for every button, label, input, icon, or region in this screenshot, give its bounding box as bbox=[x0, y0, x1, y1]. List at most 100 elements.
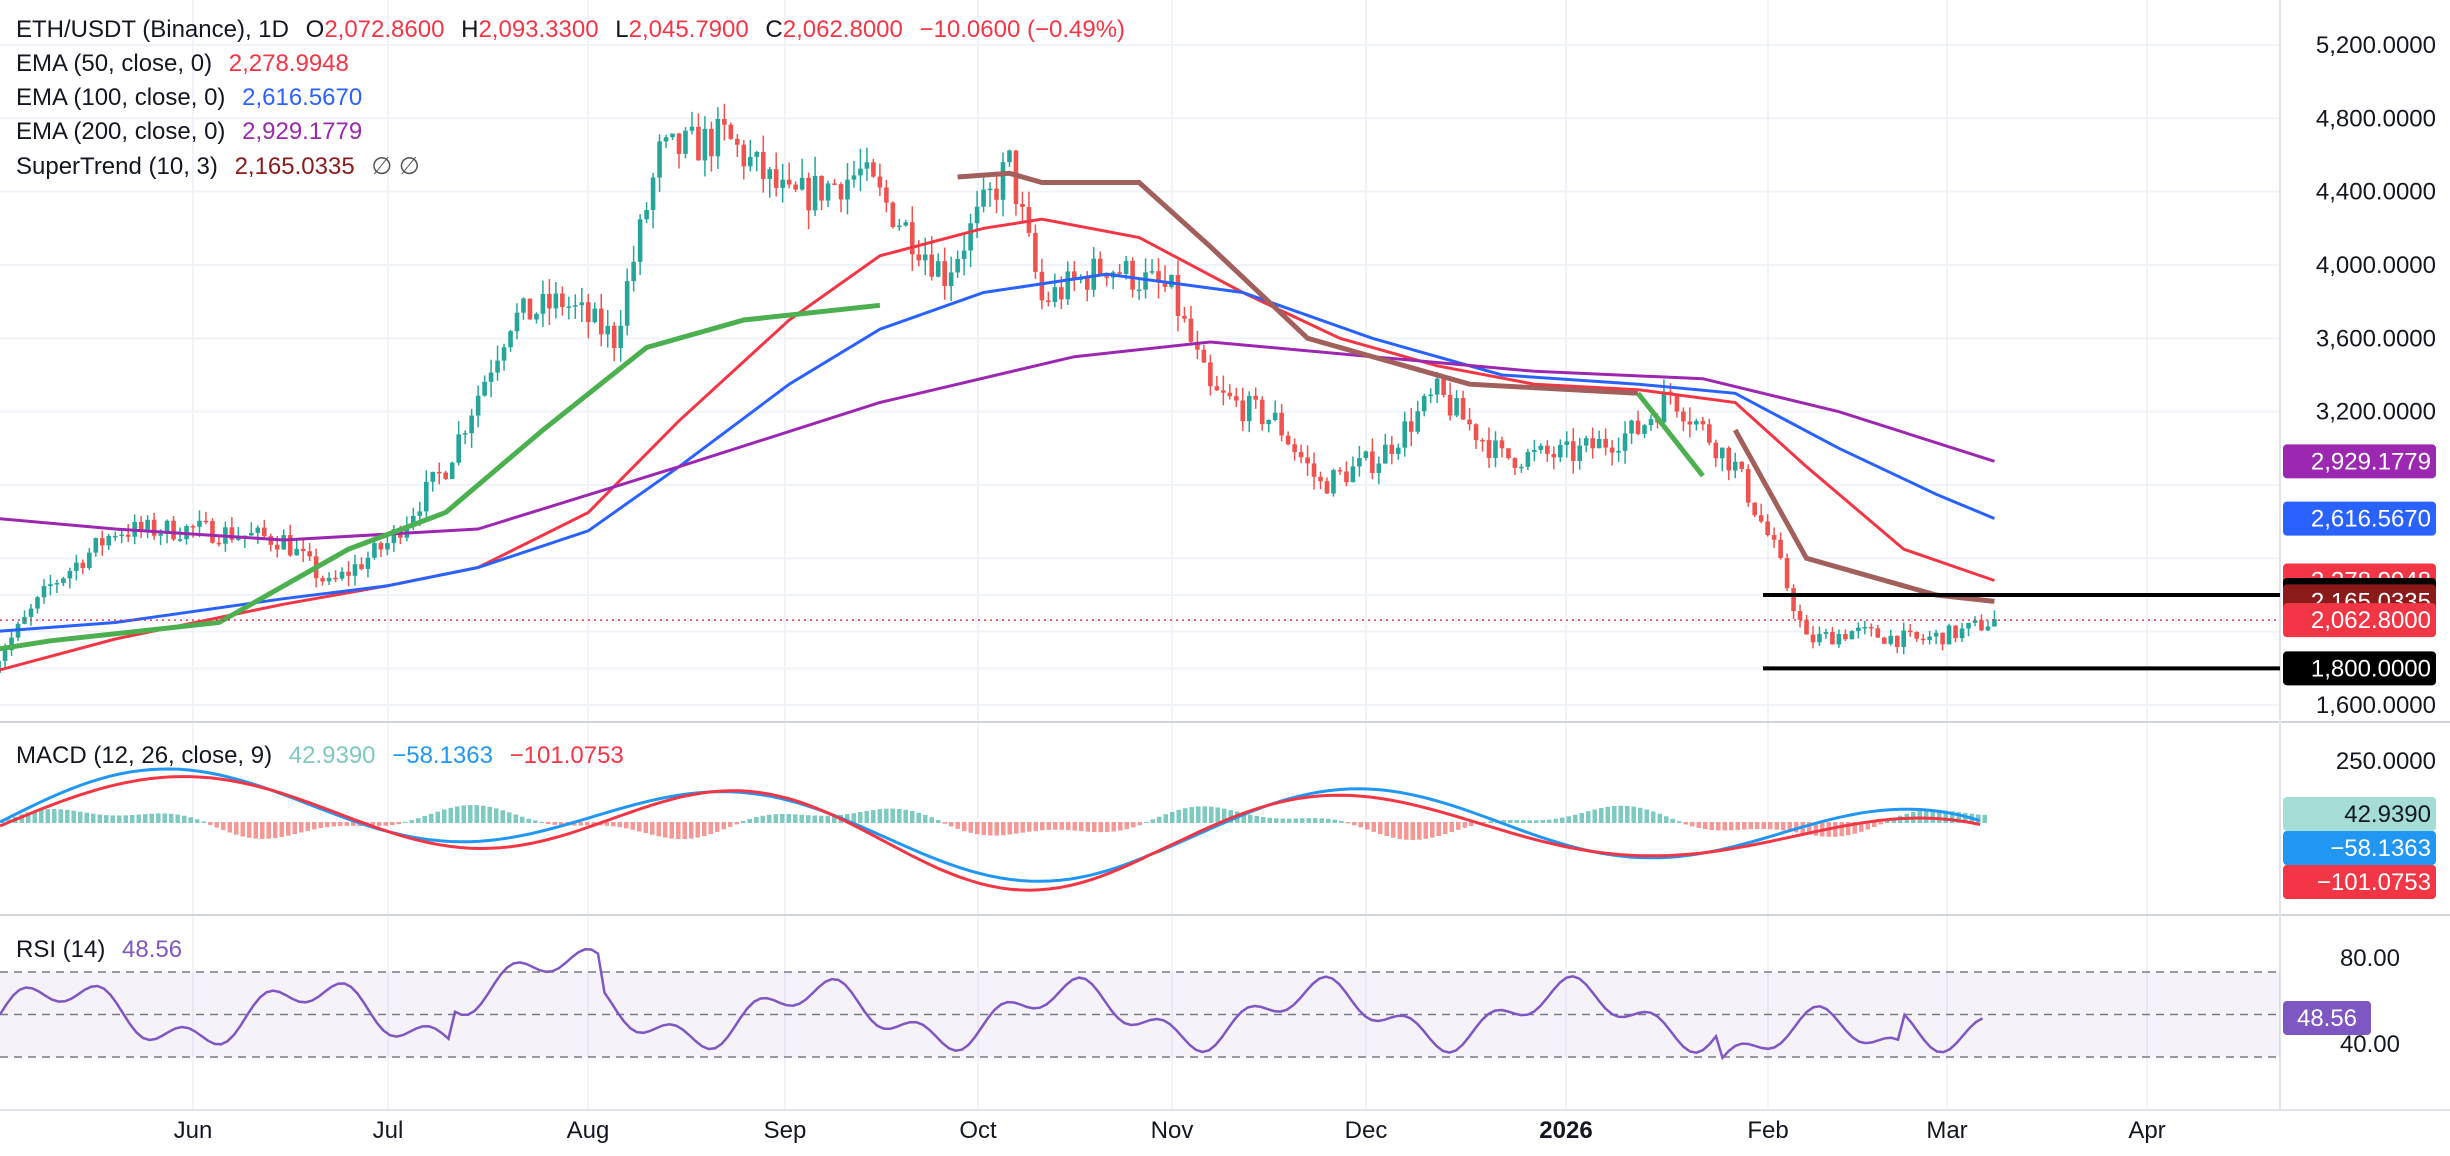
macd-histogram-bar bbox=[429, 813, 434, 823]
macd-histogram-bar bbox=[682, 822, 687, 840]
macd-histogram-bar bbox=[474, 805, 479, 823]
candle-body bbox=[1681, 411, 1686, 422]
macd-histogram-bar bbox=[708, 822, 713, 835]
price-tag: 2,929.1779 bbox=[2283, 444, 2436, 479]
macd-tag-label: 42.9390 bbox=[2344, 801, 2431, 828]
candle-body bbox=[670, 133, 675, 138]
macd-histogram-bar bbox=[1521, 820, 1526, 823]
macd-legend[interactable]: MACD (12, 26, close, 9) 42.9390 −58.1363… bbox=[16, 742, 634, 770]
candle-body bbox=[825, 183, 831, 201]
rsi-label: RSI (14) bbox=[16, 936, 106, 963]
candle-body bbox=[171, 520, 176, 540]
candle-body bbox=[106, 535, 112, 546]
macd-histogram-bar bbox=[754, 817, 759, 823]
macd-histogram-bar bbox=[1501, 820, 1506, 823]
macd-histogram-bar bbox=[299, 822, 304, 833]
macd-histogram-bar bbox=[1053, 822, 1058, 830]
macd-histogram-bar bbox=[1722, 822, 1727, 831]
candle-body bbox=[676, 133, 682, 154]
macd-histogram-bar bbox=[1618, 805, 1623, 823]
macd-histogram-bar bbox=[559, 822, 564, 826]
ema100-legend[interactable]: EMA (100, close, 0) 2,616.5670 bbox=[16, 84, 372, 112]
ema50-value: 2,278.9948 bbox=[228, 50, 349, 77]
candle-body bbox=[1629, 420, 1634, 434]
time-axis[interactable]: Jun Jul Aug Sep Oct Nov Dec 2026 Feb Mar Apr bbox=[174, 1117, 2166, 1144]
candle-body bbox=[1953, 625, 1958, 639]
candle-body bbox=[540, 293, 546, 314]
macd-histogram-bar bbox=[1716, 822, 1721, 831]
candle-body bbox=[229, 527, 235, 540]
candle-body bbox=[300, 548, 306, 552]
candle-body bbox=[657, 141, 662, 178]
price-tag-label: 2,616.5670 bbox=[2311, 506, 2431, 533]
macd-histogram-bar bbox=[1144, 821, 1149, 823]
candle-body bbox=[728, 124, 734, 139]
macd-histogram-bar bbox=[1599, 808, 1604, 823]
candle-body bbox=[1065, 271, 1071, 300]
macd-histogram-bar bbox=[1729, 822, 1734, 831]
candle-body bbox=[1460, 398, 1466, 420]
macd-histogram-bar bbox=[806, 815, 811, 823]
macd-histogram-bar bbox=[201, 821, 206, 823]
candle-body bbox=[1972, 620, 1978, 623]
high-value: 2,093.3300 bbox=[478, 16, 599, 43]
macd-histogram-bar bbox=[1462, 822, 1467, 828]
macd-histogram-bar bbox=[292, 822, 297, 835]
candle-body bbox=[709, 128, 714, 157]
time-label: Jun bbox=[174, 1117, 213, 1144]
macd-axis[interactable]: 250.0000 42.9390 −58.1363 −101.0753 bbox=[2283, 748, 2436, 899]
macd-histogram-bar bbox=[1566, 816, 1571, 823]
price-axis[interactable]: 5,200.0000 4,800.0000 4,400.0000 4,000.0000… bbox=[2283, 32, 2436, 719]
macd-histogram-bar bbox=[1202, 806, 1207, 823]
macd-tag-box bbox=[2283, 797, 2436, 831]
macd-histogram-bar bbox=[1664, 816, 1669, 823]
candle-body bbox=[1862, 626, 1868, 629]
candle-body bbox=[942, 261, 947, 287]
macd-histogram-bar bbox=[1430, 822, 1435, 838]
candle-body bbox=[274, 544, 280, 550]
candle-body bbox=[1687, 421, 1693, 425]
candle-body bbox=[1415, 411, 1421, 432]
candle-body bbox=[650, 177, 656, 210]
candle-body bbox=[1408, 421, 1414, 432]
macd-histogram-bar bbox=[487, 806, 492, 823]
macd-histogram-bar bbox=[481, 805, 486, 823]
supertrend-empty-icons: ∅ ∅ bbox=[371, 153, 420, 180]
ema200-legend[interactable]: EMA (200, close, 0) 2,929.1779 bbox=[16, 118, 372, 146]
macd-histogram-bar bbox=[1287, 818, 1292, 823]
candle-body bbox=[1823, 632, 1829, 634]
low-label: L bbox=[615, 16, 629, 43]
candle-body bbox=[955, 258, 960, 273]
candle-body bbox=[566, 306, 572, 308]
candle-body bbox=[1784, 558, 1790, 589]
candle-body bbox=[987, 188, 993, 191]
low-value: 2,045.7900 bbox=[628, 16, 749, 43]
symbol-title[interactable]: ETH/USDT (Binance), 1D bbox=[16, 16, 289, 43]
candle-body bbox=[644, 209, 649, 220]
macd-histogram-bar bbox=[1046, 822, 1051, 830]
range-levels[interactable] bbox=[0, 593, 2280, 671]
rsi-legend[interactable]: RSI (14) 48.56 bbox=[16, 936, 192, 964]
macd-histogram-bar bbox=[1358, 822, 1363, 828]
candle-body bbox=[475, 395, 481, 416]
macd-histogram-bar bbox=[851, 813, 856, 823]
candle-body bbox=[1545, 445, 1550, 454]
macd-histogram-bar bbox=[156, 813, 161, 823]
candle-body bbox=[2, 650, 8, 661]
macd-histogram-bar bbox=[175, 814, 180, 823]
candle-body bbox=[164, 520, 170, 534]
macd-histogram-bar bbox=[650, 822, 655, 835]
candle-body bbox=[1363, 451, 1369, 459]
ema100-label: EMA (100, close, 0) bbox=[16, 84, 226, 111]
ema50-legend[interactable]: EMA (50, close, 0) 2,278.9948 bbox=[16, 50, 359, 78]
supertrend-legend[interactable]: SuperTrend (10, 3) 2,165.0335 ∅ ∅ bbox=[16, 152, 430, 181]
grid-lines bbox=[0, 0, 2450, 1111]
candle-body bbox=[1732, 461, 1738, 471]
candle-body bbox=[1804, 619, 1809, 635]
macd-histogram-bar bbox=[1813, 822, 1818, 836]
macd-histogram-bar bbox=[461, 805, 466, 823]
candle-body bbox=[624, 281, 630, 326]
macd-histogram-bar bbox=[1768, 822, 1773, 830]
